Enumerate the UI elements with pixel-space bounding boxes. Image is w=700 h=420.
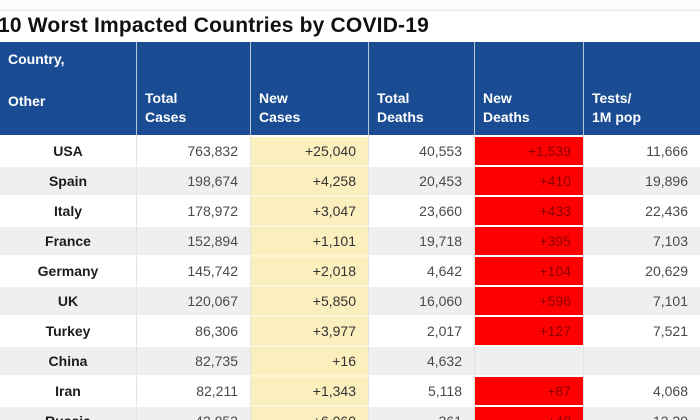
table-row-turkey: Turkey 86,306 +3,977 2,017 +127 7,521 [0, 317, 700, 347]
col-header-new-deaths: New Deaths [474, 42, 583, 137]
cell-tests-1m: 20,629 [583, 257, 700, 287]
cell-total-cases: 86,306 [136, 317, 250, 347]
col-header-total-cases: Total Cases [136, 42, 250, 137]
top-clipped-strip [0, 0, 700, 11]
table-row-china: China 82,735 +16 4,632 [0, 347, 700, 377]
cell-country: Germany [0, 257, 136, 287]
table-row-uk: UK 120,067 +5,850 16,060 +596 7,101 [0, 287, 700, 317]
cell-new-cases: +5,850 [250, 287, 368, 317]
cell-tests-1m: 13,29 [583, 407, 700, 420]
cell-country: Spain [0, 167, 136, 197]
cell-tests-1m: 7,101 [583, 287, 700, 317]
cell-country: Turkey [0, 317, 136, 347]
cell-country: Iran [0, 377, 136, 407]
table-row-italy: Italy 178,972 +3,047 23,660 +433 22,436 [0, 197, 700, 227]
cell-new-cases: +25,040 [250, 137, 368, 167]
col-header-country: Country, Other [0, 42, 136, 137]
cell-total-deaths: 20,453 [368, 167, 474, 197]
cell-new-deaths: +87 [474, 377, 583, 407]
header-row: Country, Other Total Cases New Cases Tot… [0, 42, 700, 137]
table-row-germany: Germany 145,742 +2,018 4,642 +104 20,629 [0, 257, 700, 287]
cell-total-deaths: 5,118 [368, 377, 474, 407]
covid-stats-table: Country, Other Total Cases New Cases Tot… [0, 42, 700, 420]
cell-tests-1m: 7,103 [583, 227, 700, 257]
cell-total-cases: 178,972 [136, 197, 250, 227]
cell-new-deaths: +410 [474, 167, 583, 197]
cell-total-deaths: 361 [368, 407, 474, 420]
cell-total-deaths: 2,017 [368, 317, 474, 347]
cell-total-cases: 82,735 [136, 347, 250, 377]
cell-new-deaths: +48 [474, 407, 583, 420]
cell-total-deaths: 16,060 [368, 287, 474, 317]
cell-new-cases: +1,343 [250, 377, 368, 407]
cell-country: UK [0, 287, 136, 317]
cell-new-cases: +6,060 [250, 407, 368, 420]
cell-new-deaths: +395 [474, 227, 583, 257]
col-header-total-deaths: Total Deaths [368, 42, 474, 137]
cell-tests-1m: 7,521 [583, 317, 700, 347]
cell-new-cases: +3,047 [250, 197, 368, 227]
table-row-spain: Spain 198,674 +4,258 20,453 +410 19,896 [0, 167, 700, 197]
cell-total-cases: 82,211 [136, 377, 250, 407]
table-row-iran: Iran 82,211 +1,343 5,118 +87 4,068 [0, 377, 700, 407]
cell-new-deaths: +1,539 [474, 137, 583, 167]
cell-country: Russia [0, 407, 136, 420]
cell-total-deaths: 4,642 [368, 257, 474, 287]
cell-country: France [0, 227, 136, 257]
cell-tests-1m: 22,436 [583, 197, 700, 227]
col-header-new-cases: New Cases [250, 42, 368, 137]
page-title: 10 Worst Impacted Countries by COVID-19 [0, 14, 430, 37]
cell-country: China [0, 347, 136, 377]
cell-total-deaths: 40,553 [368, 137, 474, 167]
cell-new-cases: +3,977 [250, 317, 368, 347]
cell-total-deaths: 4,632 [368, 347, 474, 377]
cell-total-cases: 120,067 [136, 287, 250, 317]
cell-total-cases: 198,674 [136, 167, 250, 197]
table-row-russia: Russia 42,853 +6,060 361 +48 13,29 [0, 407, 700, 420]
cell-new-cases: +16 [250, 347, 368, 377]
cell-total-deaths: 19,718 [368, 227, 474, 257]
cell-new-deaths: +127 [474, 317, 583, 347]
col-header-tests-1m: Tests/ 1M pop [583, 42, 700, 137]
cell-new-deaths-blank [474, 347, 583, 377]
cell-new-deaths: +104 [474, 257, 583, 287]
cell-total-cases: 145,742 [136, 257, 250, 287]
cell-new-cases: +2,018 [250, 257, 368, 287]
table-row-france: France 152,894 +1,101 19,718 +395 7,103 [0, 227, 700, 257]
cell-tests-1m [583, 347, 700, 377]
cell-tests-1m: 19,896 [583, 167, 700, 197]
cell-tests-1m: 4,068 [583, 377, 700, 407]
cell-total-cases: 763,832 [136, 137, 250, 167]
cell-country: USA [0, 137, 136, 167]
cell-total-cases: 42,853 [136, 407, 250, 420]
cell-new-deaths: +596 [474, 287, 583, 317]
cell-new-cases: +1,101 [250, 227, 368, 257]
cell-total-cases: 152,894 [136, 227, 250, 257]
cell-tests-1m: 11,666 [583, 137, 700, 167]
cell-new-deaths: +433 [474, 197, 583, 227]
cell-total-deaths: 23,660 [368, 197, 474, 227]
table-row-usa: USA 763,832 +25,040 40,553 +1,539 11,666 [0, 137, 700, 167]
cell-new-cases: +4,258 [250, 167, 368, 197]
cell-country: Italy [0, 197, 136, 227]
